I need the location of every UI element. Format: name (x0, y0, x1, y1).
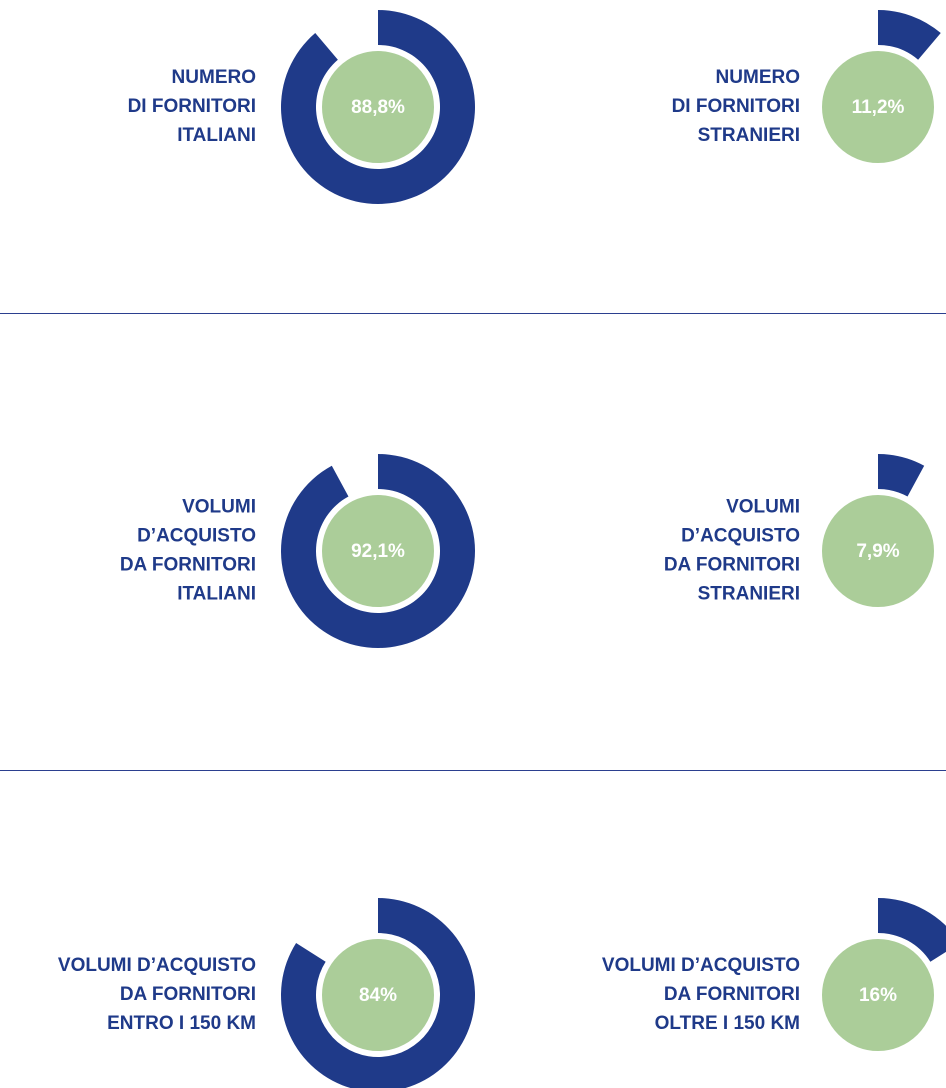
gauge-label: DA FORNITORI (120, 555, 256, 576)
gauge-label: ITALIANI (177, 125, 256, 146)
gauge-label: VOLUMI (182, 497, 256, 518)
gauge-label: DI FORNITORI (672, 96, 800, 117)
donut-center (318, 935, 438, 1055)
gauge-label: D’ACQUISTO (681, 526, 800, 547)
gauge-label: ENTRO I 150 KM (107, 1013, 256, 1034)
gauge-label: OLTRE I 150 KM (655, 1013, 800, 1034)
donut-arc (281, 454, 476, 648)
gauge-label: VOLUMI D’ACQUISTO (58, 955, 256, 976)
value-label: 7,9% (856, 541, 899, 562)
donut-center (818, 935, 938, 1055)
value-label: 92,1% (351, 541, 405, 562)
gauge-label: NUMERO (172, 67, 256, 88)
gauge-label: D’ACQUISTO (137, 526, 256, 547)
value-label: 84% (359, 985, 397, 1006)
donut-center (318, 47, 438, 167)
gauge-label: DA FORNITORI (664, 984, 800, 1005)
value-label: 88,8% (351, 97, 405, 118)
gauge-label: DA FORNITORI (664, 555, 800, 576)
gauge-label: STRANIERI (698, 584, 800, 605)
gauge-label: NUMERO (716, 67, 800, 88)
gauge-label: VOLUMI D’ACQUISTO (602, 955, 800, 976)
donut-arc (878, 10, 941, 60)
gauge-label: VOLUMI (726, 497, 800, 518)
gauge-label: DA FORNITORI (120, 984, 256, 1005)
donut-arc (281, 898, 475, 1088)
donut-arc (878, 454, 925, 497)
donut-arc (281, 10, 475, 205)
gauge-label: STRANIERI (698, 125, 800, 146)
donut-center (818, 491, 938, 611)
gauge-label: DI FORNITORI (128, 96, 256, 117)
donut-center (818, 47, 938, 167)
value-label: 16% (859, 985, 897, 1006)
gauge-label: ITALIANI (177, 584, 256, 605)
donut-center (318, 491, 438, 611)
value-label: 11,2% (852, 97, 905, 118)
donut-arc (878, 898, 946, 962)
